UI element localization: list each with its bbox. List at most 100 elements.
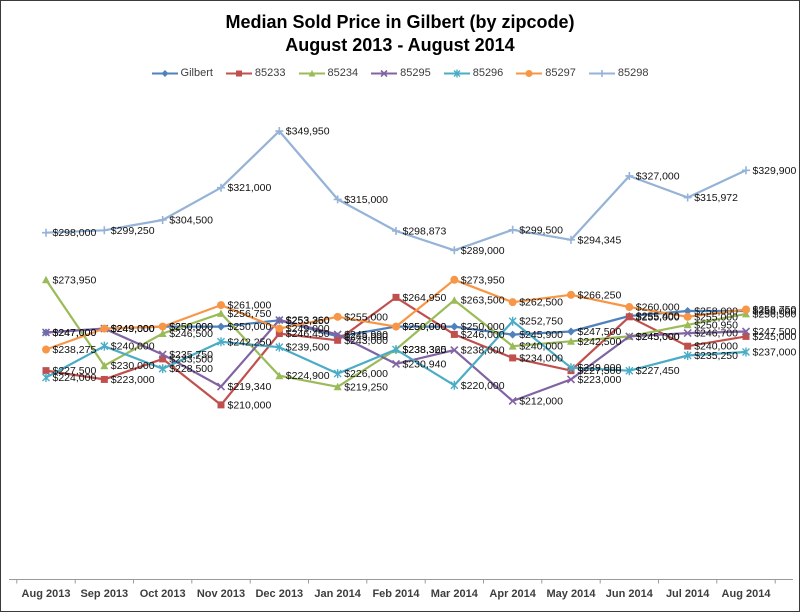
data-label: $321,000 [228,182,272,194]
data-label: $212,000 [519,396,563,408]
data-label: $249,000 [286,323,330,335]
legend-item-85298: 85298 [588,67,649,79]
legend-item-85297: 85297 [516,67,576,79]
data-label: $224,900 [286,370,330,382]
data-label: $329,900 [753,165,797,177]
triangle-marker-icon [298,69,325,76]
data-label: $289,000 [461,245,505,257]
data-label: $299,250 [111,225,155,237]
x-axis-label: Aug 2014 [722,588,772,600]
x-axis-label: Nov 2013 [197,588,245,600]
legend-item-Gilbert: Gilbert [151,67,213,79]
data-label: $245,000 [344,331,388,343]
data-label: $245,990 [344,329,388,341]
data-label: $230,000 [111,360,155,372]
data-label: $246,700 [694,328,738,340]
x-axis-label: Jan 2014 [314,588,361,600]
legend-label: Gilbert [180,67,213,79]
data-label: $273,950 [461,274,505,286]
legend-item-85233: 85233 [225,67,286,79]
data-label: $242,500 [578,336,622,348]
data-label: $238,000 [461,345,505,357]
data-label: $255,000 [344,311,388,323]
legend-label: 85233 [254,67,286,79]
data-label: $239,500 [286,342,330,354]
data-label: $237,000 [753,347,797,359]
data-label: $258,000 [753,306,797,318]
legend-item-85295: 85295 [371,67,431,79]
data-label: $240,000 [694,341,738,353]
data-label: $245,000 [636,331,680,343]
data-label: $349,950 [286,126,330,138]
data-label: $242,250 [228,336,272,348]
data-label: $250,000 [403,321,447,333]
asterisk-marker-icon [443,69,470,77]
data-label: $230,940 [403,358,447,370]
data-label: $255,400 [636,311,680,323]
data-label: $249,000 [111,323,155,335]
data-label: $315,972 [694,192,738,204]
data-label: $219,340 [228,381,272,393]
data-label: $235,750 [169,349,213,361]
legend-label: 85298 [617,67,649,79]
legend: Gilbert 85233 85234 85295 85296 85297 85298 [1,67,799,79]
x-axis-label: May 2014 [547,588,597,600]
circle-marker-icon [516,69,543,77]
data-label: $220,000 [461,380,505,392]
x-axis-label: Mar 2014 [431,588,479,600]
data-label: $240,000 [111,341,155,353]
data-label: $246,000 [461,329,505,341]
data-label: $255,000 [636,311,680,323]
data-label: $227,500 [578,365,622,377]
data-label: $249,000 [111,323,155,335]
data-label: $262,500 [519,297,563,309]
data-label: $273,950 [53,274,97,286]
chart-title: Median Sold Price in Gilbert (by zipcode… [1,11,799,57]
data-label: $250,000 [403,321,447,333]
data-label: $238,360 [403,344,447,356]
data-label: $243,000 [344,335,388,347]
data-label: $238,275 [53,344,97,356]
data-label: $245,900 [519,329,563,341]
data-label: $253,250 [286,315,330,327]
x-axis-label: Jun 2014 [606,588,654,600]
data-label: $227,500 [53,365,97,377]
plus-marker-icon [588,69,615,77]
data-label: $224,000 [53,372,97,384]
data-label: $298,873 [403,226,447,238]
data-label: $233,500 [169,353,213,365]
data-label: $263,500 [461,295,505,307]
data-label: $250,000 [169,321,213,333]
data-label: $235,250 [694,350,738,362]
data-label: $304,500 [169,215,213,227]
data-label: $223,000 [578,374,622,386]
data-label: $219,250 [344,381,388,393]
x-axis-label: Sep 2013 [80,588,128,600]
data-label: $256,500 [753,308,797,320]
chart-title-line1: Median Sold Price in Gilbert (by zipcode… [225,12,575,32]
legend-label: 85296 [472,67,504,79]
data-label: $264,950 [403,292,447,304]
data-label: $266,250 [578,289,622,301]
data-label: $256,750 [228,308,272,320]
data-label: $250,000 [228,321,272,333]
data-label: $250,000 [461,321,505,333]
data-label: $260,000 [636,302,680,314]
data-label: $246,450 [286,328,330,340]
chart-title-line2: August 2013 - August 2014 [285,35,515,55]
data-label: $315,000 [344,194,388,206]
x-axis-label: Apr 2014 [489,588,536,600]
data-label: $238,325 [403,344,447,356]
legend-label: 85234 [327,67,359,79]
data-label: $228,500 [169,363,213,375]
data-label: $245,000 [753,331,797,343]
square-marker-icon [225,70,252,76]
data-label: $247,500 [578,326,622,338]
data-label: $258,750 [753,304,797,316]
x-axis-label: Aug 2013 [22,588,71,600]
data-label: $247,000 [53,327,97,339]
legend-item-85296: 85296 [443,67,504,79]
x-axis-label: Dec 2013 [255,588,303,600]
